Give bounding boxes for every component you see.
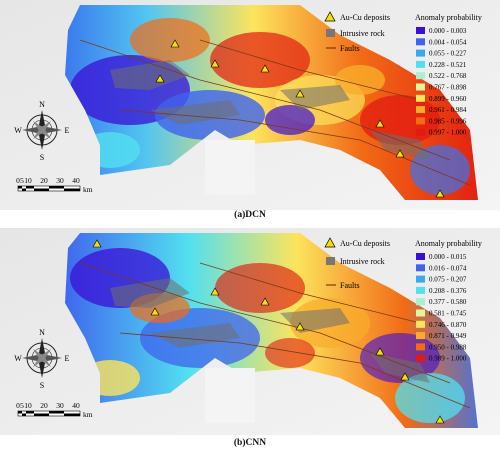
- legend-swatch: [416, 49, 425, 57]
- legend-faults: Faults: [340, 281, 360, 290]
- legend-range-label: 0.746 - 0.870: [429, 321, 467, 329]
- legend-swatch: [416, 94, 425, 102]
- legend-title: Anomaly probability: [415, 239, 482, 248]
- legend-range-label: 0.377 - 0.580: [429, 298, 467, 306]
- legend-range-label: 0.767 - 0.898: [429, 84, 467, 92]
- legend-range-label: 0.055 - 0.227: [429, 50, 467, 58]
- faults: [79, 39, 471, 186]
- legend-swatch: [416, 275, 425, 283]
- panel-caption-b: (b)CNN: [233, 438, 267, 448]
- legend-range-label: 0.989 - 1.000: [429, 355, 467, 363]
- compass-n: N: [39, 100, 45, 109]
- panel-cnn: N S W E 0 5 10 20 30 40 km Au-Cu deposit…: [0, 228, 500, 454]
- data-gap: [205, 140, 255, 195]
- intrusive-legend-icon: [326, 257, 335, 265]
- compass-w: W: [14, 354, 22, 363]
- compass-e: E: [65, 354, 70, 363]
- legend-swatch: [416, 298, 425, 306]
- compass-w: W: [14, 126, 22, 135]
- data-gap: [205, 368, 255, 423]
- legend-swatch: [416, 264, 425, 272]
- legend-range-label: 0.985 - 0.996: [429, 117, 467, 125]
- deposit-markers: [92, 239, 445, 424]
- scale-tick: 30: [56, 401, 64, 410]
- legend-intrusive: Intrusive rock: [340, 257, 385, 266]
- legend-swatch: [416, 106, 425, 114]
- intrusive-rock-bodies: [110, 278, 430, 383]
- scale-tick: 10: [24, 176, 32, 185]
- legend-swatch: [416, 343, 425, 351]
- scale-unit: km: [83, 410, 93, 419]
- legend-swatch: [416, 128, 425, 136]
- legend-swatch: [416, 332, 425, 340]
- scale-tick: 20: [40, 176, 48, 185]
- legend-swatch: [416, 253, 425, 260]
- legend-range-label: 0.961 - 0.984: [429, 106, 467, 114]
- legend-swatch: [416, 320, 425, 328]
- scale-tick: 0: [16, 176, 20, 185]
- legend-deposits: Au-Cu deposits: [340, 13, 390, 22]
- probability-legend: 0.000 - 0.003 0.004 - 0.054 0.055 - 0.227 0…: [416, 27, 467, 137]
- legend-range-label: 0.208 - 0.376: [429, 287, 467, 295]
- scale-tick: 20: [40, 401, 48, 410]
- legend-range-label: 0.871 - 0.949: [429, 332, 467, 340]
- map-cnn: N S W E 0 5 10 20 30 40 km Au-Cu deposit…: [0, 228, 500, 435]
- legend-deposits: Au-Cu deposits: [340, 239, 390, 248]
- legend-swatch: [416, 72, 425, 80]
- deposit-markers: [155, 39, 445, 198]
- legend-title: Anomaly probability: [415, 13, 482, 22]
- legend-faults: Faults: [340, 44, 360, 53]
- legend-range-label: 0.581 - 0.745: [429, 310, 467, 318]
- legend-swatch: [416, 309, 425, 317]
- compass-s: S: [40, 153, 44, 162]
- scale-tick: 40: [72, 176, 80, 185]
- legend-range-label: 0.522 - 0.768: [429, 72, 467, 80]
- legend-range-label: 0.016 - 0.074: [429, 264, 467, 272]
- scale-bar: [17, 185, 81, 192]
- deposit-legend-icon: [324, 237, 336, 248]
- scale-tick: 30: [56, 176, 64, 185]
- legend-range-label: 0.075 - 0.207: [429, 276, 467, 284]
- panel-caption-a: (a)DCN: [234, 210, 266, 220]
- intrusive-rock-bodies: [110, 60, 430, 160]
- scale-tick: 0: [16, 401, 20, 410]
- legend-swatch: [416, 354, 425, 362]
- scale-unit: km: [83, 185, 93, 194]
- legend-swatch: [416, 38, 425, 46]
- legend-range-label: 0.004 - 0.054: [429, 38, 467, 46]
- deposit-legend-icon: [324, 11, 336, 22]
- legend-swatch: [416, 286, 425, 294]
- legend-swatch: [416, 83, 425, 91]
- legend-swatch: [416, 117, 425, 125]
- legend-range-label: 0.000 - 0.015: [429, 253, 467, 261]
- compass-n: N: [39, 328, 45, 337]
- legend-range-label: 0.950 - 0.988: [429, 343, 467, 351]
- faults: [79, 262, 471, 409]
- scale-tick: 10: [24, 401, 32, 410]
- probability-legend: 0.000 - 0.015 0.016 - 0.074 0.075 - 0.207 0…: [416, 253, 467, 363]
- north-arrow-compass: [22, 110, 62, 150]
- legend-intrusive: Intrusive rock: [340, 29, 385, 38]
- compass-e: E: [65, 126, 70, 135]
- legend-range-label: 0.899 - 0.960: [429, 95, 467, 103]
- panel-dcn: N S W E 0 5 10 20 30 40 km Au-Cu deposit…: [0, 0, 500, 225]
- intrusive-legend-icon: [326, 29, 335, 37]
- legend-swatch: [416, 27, 425, 34]
- map-dcn: N S W E 0 5 10 20 30 40 km Au-Cu deposit…: [0, 0, 500, 210]
- legend-range-label: 0.228 - 0.521: [429, 61, 467, 69]
- scale-tick: 40: [72, 401, 80, 410]
- scale-tick: 5: [20, 176, 24, 185]
- compass-s: S: [40, 381, 44, 390]
- legend-swatch: [416, 60, 425, 68]
- north-arrow-compass: [22, 338, 62, 378]
- scale-tick: 5: [20, 401, 24, 410]
- legend-range-label: 0.000 - 0.003: [429, 27, 467, 35]
- legend-range-label: 0.997 - 1.000: [429, 129, 467, 137]
- scale-bar: [17, 410, 81, 417]
